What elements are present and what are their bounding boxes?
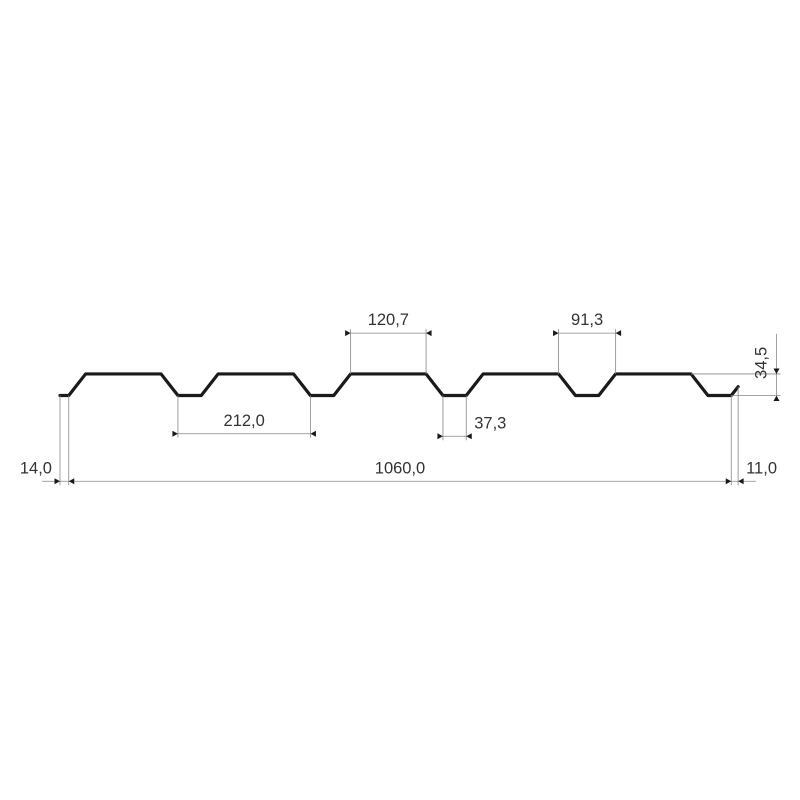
svg-text:14,0: 14,0 bbox=[20, 459, 52, 477]
svg-text:212,0: 212,0 bbox=[224, 412, 265, 430]
svg-text:120,7: 120,7 bbox=[368, 311, 409, 329]
svg-text:11,0: 11,0 bbox=[746, 459, 777, 477]
svg-text:37,3: 37,3 bbox=[474, 414, 506, 432]
svg-text:1060,0: 1060,0 bbox=[375, 459, 425, 477]
svg-text:91,3: 91,3 bbox=[571, 311, 603, 329]
svg-text:34,5: 34,5 bbox=[753, 347, 771, 379]
